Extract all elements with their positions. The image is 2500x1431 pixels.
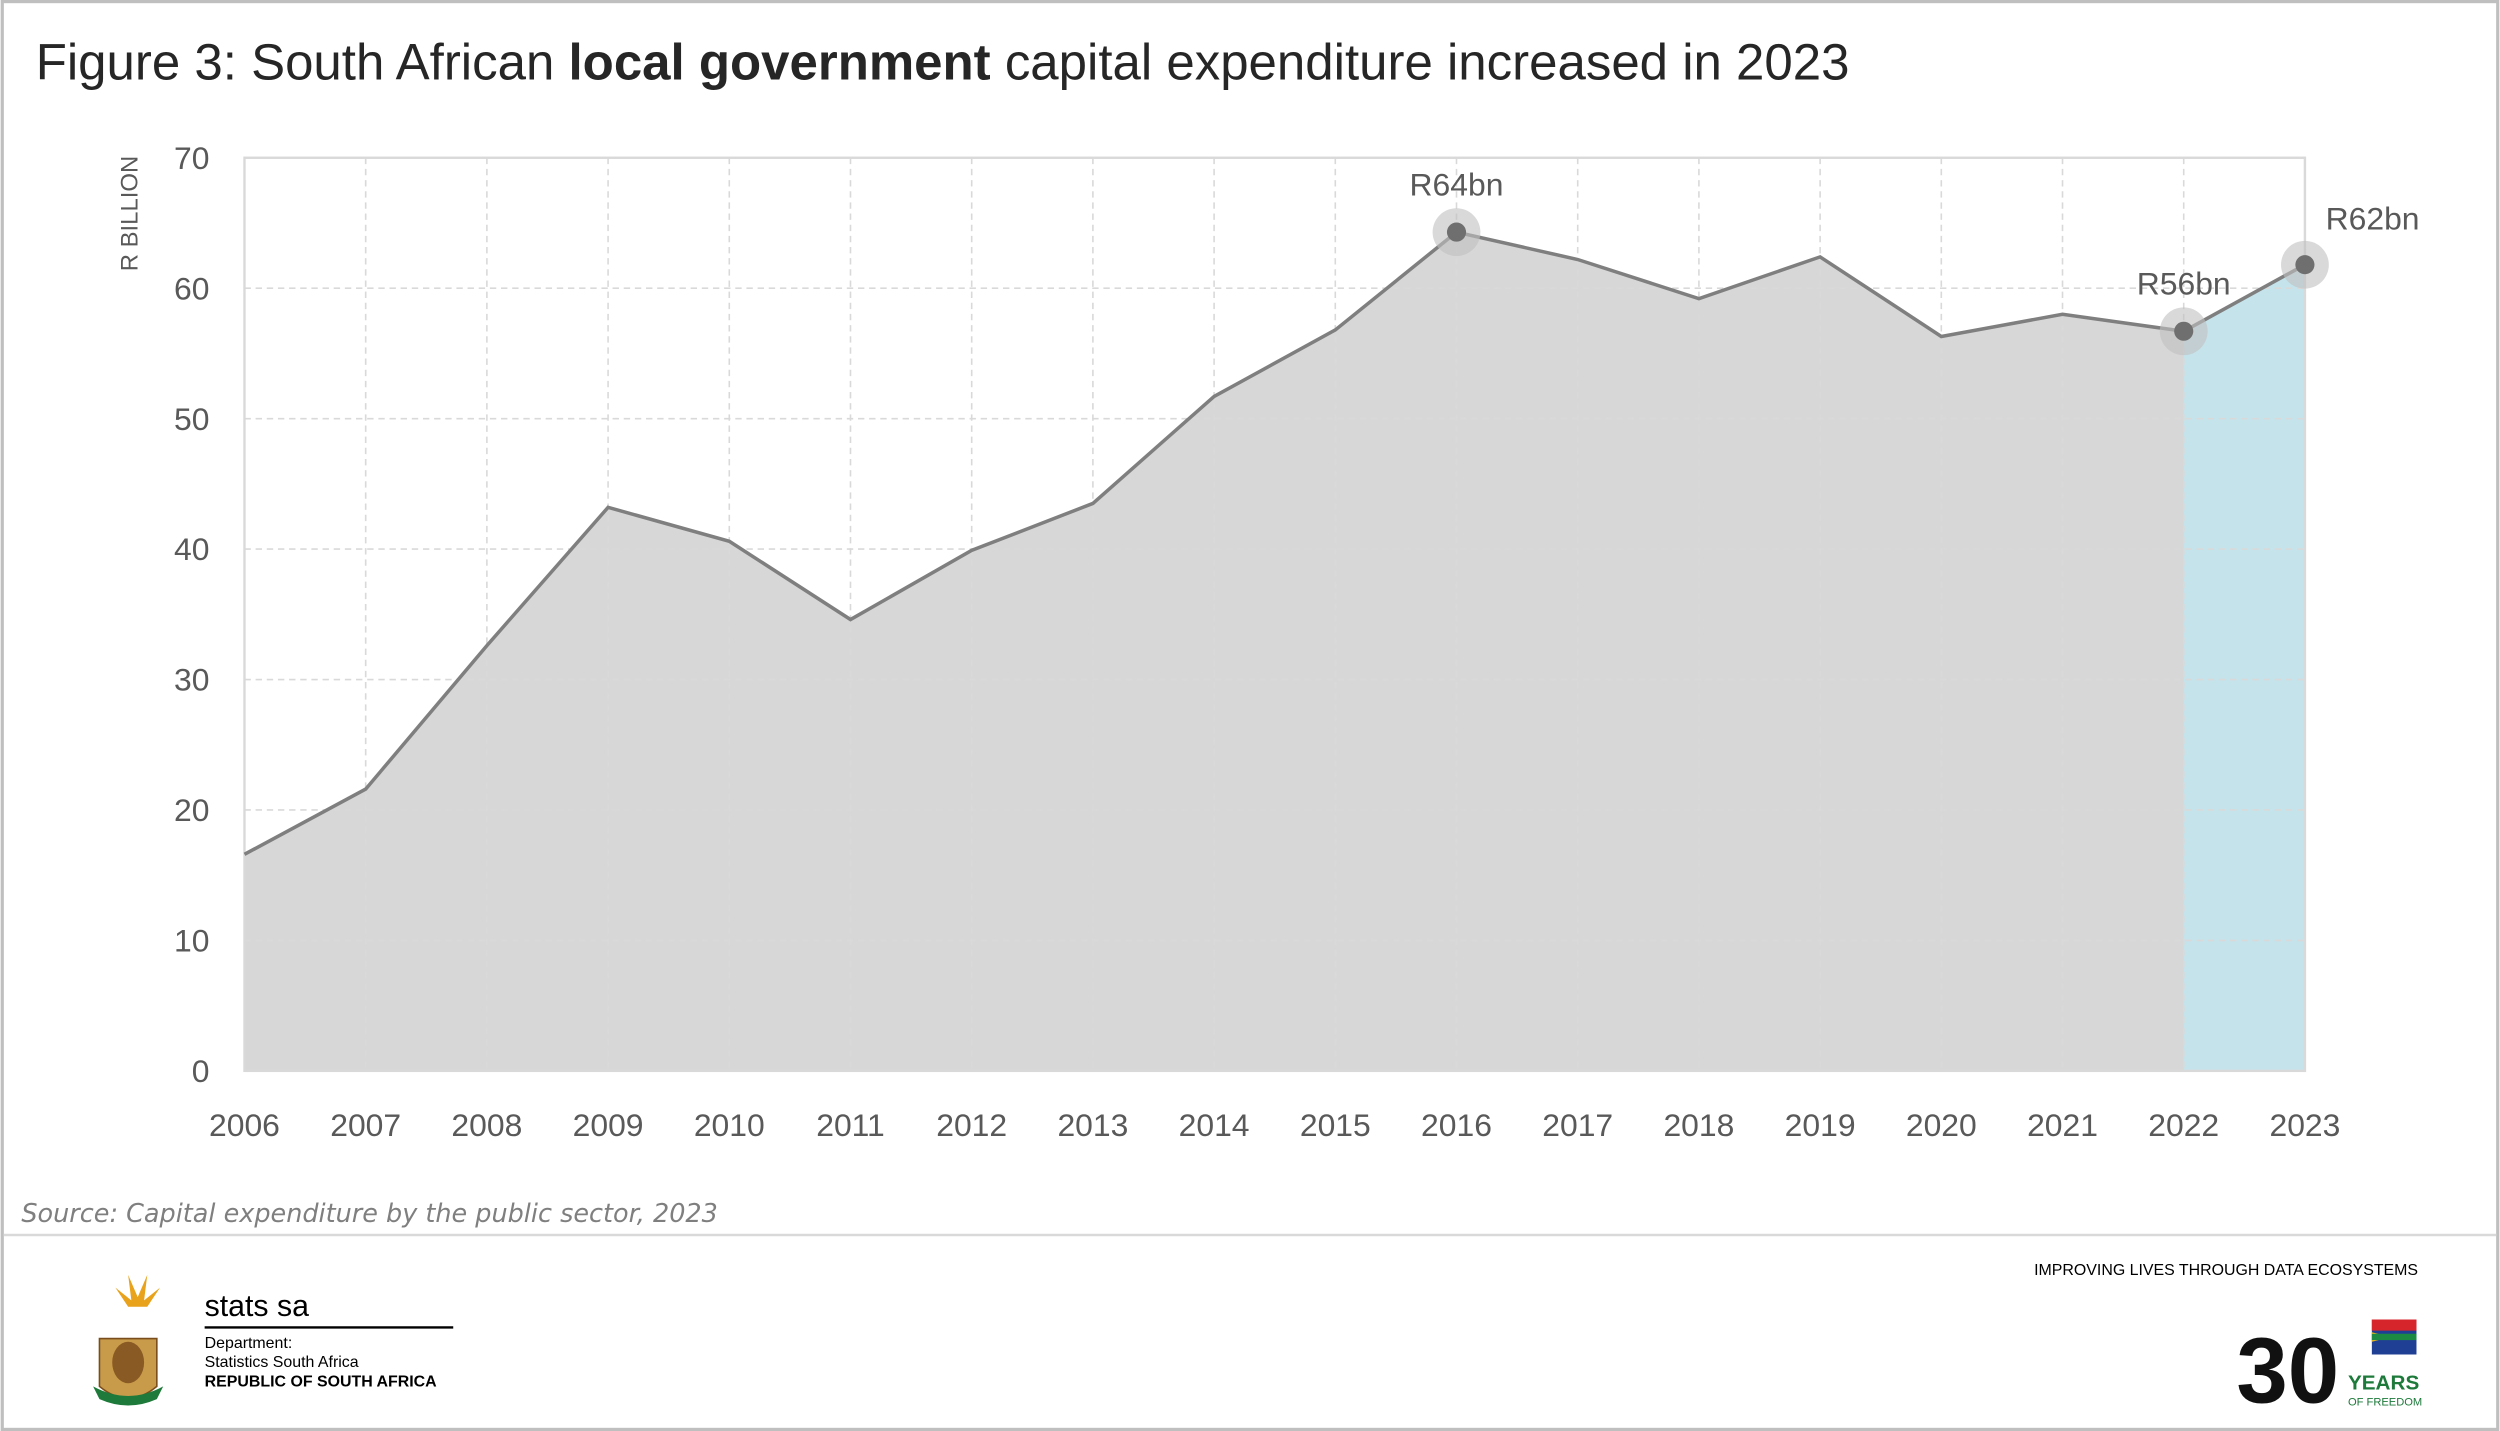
x-tick-label: 2023 (2269, 1107, 2340, 1143)
y-tick-label: 30 (174, 662, 209, 698)
department-name: Statistics South Africa (205, 1354, 359, 1371)
highlight-area (2183, 264, 2305, 1071)
x-tick-label: 2009 (573, 1107, 644, 1143)
y-tick-label: 70 (174, 140, 209, 176)
x-tick-label: 2010 (694, 1107, 765, 1143)
x-tick-label: 2006 (209, 1107, 280, 1143)
tagline: IMPROVING LIVES THROUGH DATA ECOSYSTEMS (2034, 1262, 2418, 1279)
x-tick-label: 2021 (2027, 1107, 2098, 1143)
y-tick-label: 20 (174, 792, 209, 828)
y-tick-label: 10 (174, 923, 209, 959)
data-point-marker (2174, 321, 2194, 341)
y-tick-label: 0 (192, 1053, 210, 1089)
coat-of-arms-logo (88, 1274, 168, 1406)
x-tick-label: 2015 (1300, 1107, 1371, 1143)
x-tick-label: 2020 (1906, 1107, 1977, 1143)
plot-border (243, 156, 2307, 1073)
series-line (243, 230, 2306, 856)
x-tick-label: 2022 (2148, 1107, 2219, 1143)
stats-sa-logo-text: stats sa (205, 1290, 309, 1323)
badge-number: 30 (2236, 1318, 2339, 1422)
y-tick-label: 60 (174, 270, 209, 306)
x-tick-label: 2018 (1663, 1107, 1734, 1143)
x-tick-label: 2007 (330, 1107, 401, 1143)
badge-years: YEARS (2348, 1372, 2419, 1395)
chart-title: Figure 3: South African local government… (36, 34, 1850, 91)
plot-area: 0 10 20 30 40 50 60 70 2006 2007 2008 2009 2010 2011 2… (117, 140, 2420, 1143)
x-tick-label: 2008 (451, 1107, 522, 1143)
department-label: Department: (205, 1335, 293, 1352)
y-tick-label: 40 (174, 531, 209, 567)
x-tick-label: 2019 (1785, 1107, 1856, 1143)
data-label: R62bn (2326, 201, 2420, 237)
source-note: Source: Capital expenditure by the publi… (21, 1199, 717, 1229)
republic-label: REPUBLIC OF SOUTH AFRICA (205, 1373, 438, 1390)
data-label: R56bn (2137, 266, 2231, 302)
y-axis-label: R BILLION (117, 156, 144, 272)
x-tick-label: 2017 (1542, 1107, 1613, 1143)
data-point-marker (1446, 222, 1467, 242)
area-fill (244, 232, 2305, 1071)
x-tick-label: 2011 (816, 1107, 885, 1143)
data-label: R64bn (1410, 166, 1504, 202)
x-tick-label: 2012 (936, 1107, 1007, 1143)
y-tick-label: 50 (174, 401, 209, 437)
badge-freedom: OF FREEDOM (2348, 1397, 2422, 1409)
data-point-marker (2295, 255, 2315, 275)
x-tick-label: 2014 (1179, 1107, 1250, 1143)
x-tick-label: 2016 (1421, 1107, 1492, 1143)
30-years-of-freedom-logo: 30 YEARS OF FREEDOM (2236, 1318, 2422, 1422)
x-tick-label: 2013 (1057, 1107, 1128, 1143)
